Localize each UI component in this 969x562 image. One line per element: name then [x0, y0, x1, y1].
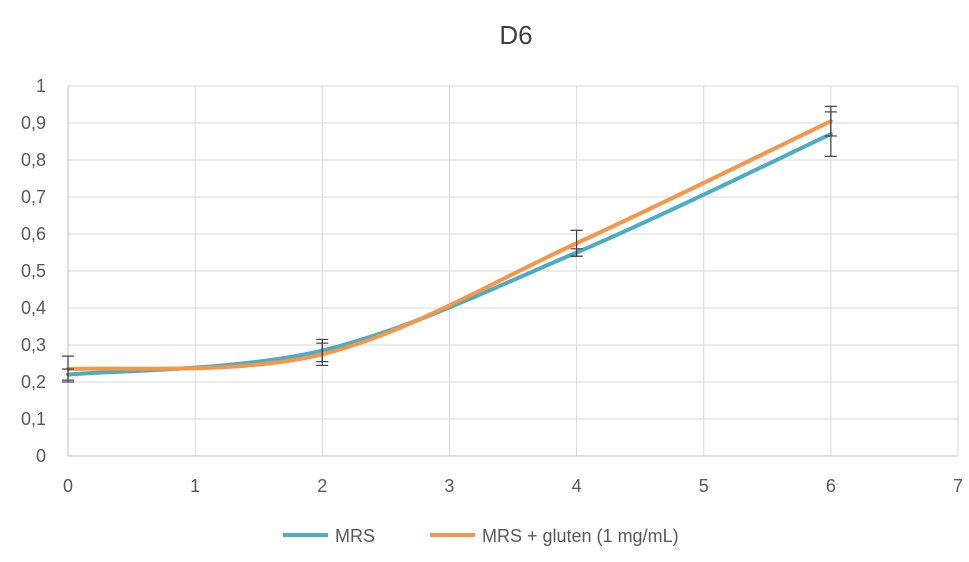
legend-item: MRS + gluten (1 mg/mL) — [430, 526, 679, 546]
error-bar — [62, 355, 74, 383]
y-tick-label: 0,6 — [21, 224, 46, 244]
error-bars — [62, 105, 837, 383]
y-tick-label: 0,7 — [21, 187, 46, 207]
y-tick-label: 0,9 — [21, 113, 46, 133]
legend: MRS MRS + gluten (1 mg/mL) — [283, 526, 679, 546]
y-tick-label: 0 — [36, 446, 46, 466]
x-tick-label: 6 — [826, 476, 836, 496]
gridlines — [68, 85, 959, 456]
x-tick-label: 7 — [953, 476, 963, 496]
error-bar — [570, 229, 583, 257]
y-tick-label: 1 — [36, 76, 46, 96]
y-tick-label: 0,4 — [21, 298, 46, 318]
legend-label: MRS + gluten (1 mg/mL) — [482, 526, 679, 546]
y-tick-label: 0,3 — [21, 335, 46, 355]
x-tick-label: 2 — [317, 476, 327, 496]
legend-item: MRS — [283, 526, 375, 546]
y-tick-label: 0,2 — [21, 372, 46, 392]
chart-title: D6 — [499, 20, 532, 50]
x-tick-label: 3 — [444, 476, 454, 496]
axes: 0 0,1 0,2 0,3 0,4 0,5 0,6 0,7 0,8 0,9 1 0 1 2 3 4 5 6 7 — [21, 76, 963, 496]
series-lines — [66, 119, 833, 377]
series-line-1 — [66, 119, 833, 372]
y-tick-label: 0,8 — [21, 150, 46, 170]
error-bar — [824, 105, 837, 137]
error-bar — [316, 342, 329, 366]
y-tick-label: 0,1 — [21, 409, 46, 429]
x-tick-label: 4 — [572, 476, 582, 496]
y-tick-label: 0,5 — [21, 261, 46, 281]
x-tick-label: 1 — [190, 476, 200, 496]
x-tick-label: 5 — [699, 476, 709, 496]
x-tick-label: 0 — [63, 476, 73, 496]
legend-label: MRS — [335, 526, 375, 546]
